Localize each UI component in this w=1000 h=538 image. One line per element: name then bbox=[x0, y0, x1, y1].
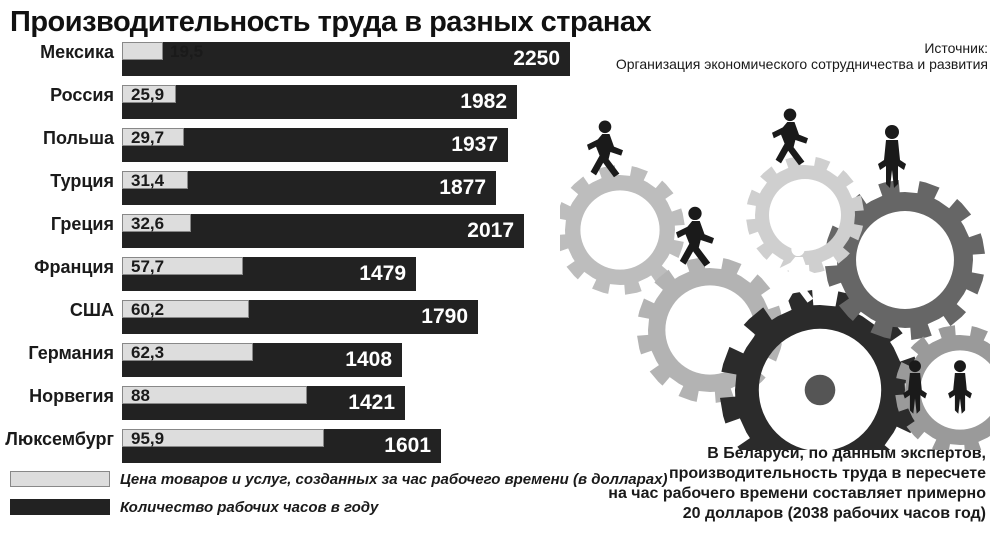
productivity-bar: 88 bbox=[122, 386, 307, 404]
bar-area: 2017 32,6 bbox=[122, 212, 570, 255]
country-label: Турция bbox=[50, 171, 114, 192]
productivity-value: 60,2 bbox=[131, 301, 164, 319]
gear-hub bbox=[805, 375, 836, 406]
hours-value: 1421 bbox=[348, 386, 395, 420]
country-label: Мексика bbox=[40, 42, 114, 63]
hours-bar: 1982 bbox=[122, 85, 517, 119]
bar-area: 1877 31,4 bbox=[122, 169, 570, 212]
chart-row: Россия 1982 25,9 bbox=[0, 83, 580, 126]
productivity-value: 32,6 bbox=[131, 215, 164, 233]
person-icon bbox=[948, 360, 972, 414]
gear-icon bbox=[637, 257, 783, 403]
gear-hub bbox=[893, 248, 917, 272]
footnote-line: на час рабочего времени составляет приме… bbox=[608, 484, 986, 504]
productivity-bar: 25,9 bbox=[122, 85, 176, 103]
chart-row: США 1790 60,2 bbox=[0, 298, 580, 341]
productivity-value: 57,7 bbox=[131, 258, 164, 276]
productivity-value: 19,5 bbox=[170, 43, 203, 61]
legend-row-prod: Цена товаров и услуг, созданных за час р… bbox=[10, 468, 667, 490]
gear-icon bbox=[895, 325, 990, 450]
footnote: В Беларуси, по данным экспертов,производ… bbox=[608, 444, 986, 524]
bar-area: 2250 19,5 bbox=[122, 40, 570, 83]
productivity-value: 62,3 bbox=[131, 344, 164, 362]
hours-value: 1937 bbox=[451, 128, 498, 162]
gear-icon bbox=[746, 156, 864, 274]
productivity-bar: 57,7 bbox=[122, 257, 243, 275]
gear-icon bbox=[720, 290, 920, 450]
footnote-line: производительность труда в пересчете bbox=[608, 464, 986, 484]
productivity-value: 31,4 bbox=[131, 172, 164, 190]
productivity-bar: 60,2 bbox=[122, 300, 249, 318]
hours-value: 1877 bbox=[439, 171, 486, 205]
hours-value: 2017 bbox=[467, 214, 514, 248]
bar-area: 1790 60,2 bbox=[122, 298, 570, 341]
gear-hub bbox=[610, 220, 630, 240]
gear-icon bbox=[825, 180, 985, 340]
legend-swatch-prod bbox=[10, 471, 110, 487]
person-icon bbox=[878, 125, 906, 188]
gear-hub bbox=[796, 206, 814, 224]
person-icon bbox=[676, 207, 714, 267]
hours-value: 2250 bbox=[513, 42, 560, 76]
legend-row-hours: Количество рабочих часов в году bbox=[10, 496, 667, 518]
chart-row: Франция 1479 57,7 bbox=[0, 255, 580, 298]
country-label: Греция bbox=[51, 214, 114, 235]
chart-row: Мексика 2250 19,5 bbox=[0, 40, 580, 83]
productivity-bar: 29,7 bbox=[122, 128, 184, 146]
bar-area: 1601 95,9 bbox=[122, 427, 570, 470]
country-label: Польша bbox=[43, 128, 114, 149]
bar-area: 1479 57,7 bbox=[122, 255, 570, 298]
chart-row: Германия 1408 62,3 bbox=[0, 341, 580, 384]
productivity-value: 29,7 bbox=[131, 129, 164, 147]
source-text: Организация экономического сотрудничеств… bbox=[616, 56, 988, 72]
productivity-value: 25,9 bbox=[131, 86, 164, 104]
productivity-bar: 95,9 bbox=[122, 429, 324, 447]
gear-hub bbox=[699, 319, 721, 341]
chart-row: Польша 1937 29,7 bbox=[0, 126, 580, 169]
chart-row: Норвегия 1421 88 bbox=[0, 384, 580, 427]
chart-row: Турция 1877 31,4 bbox=[0, 169, 580, 212]
productivity-value: 88 bbox=[131, 387, 150, 405]
gear-hub bbox=[950, 380, 970, 400]
hours-value: 1790 bbox=[421, 300, 468, 334]
source-label: Источник: bbox=[616, 40, 988, 56]
legend-text-hours: Количество рабочих часов в году bbox=[120, 499, 378, 516]
source-block: Источник: Организация экономического сот… bbox=[616, 40, 988, 72]
bar-area: 1421 88 bbox=[122, 384, 570, 427]
country-label: Германия bbox=[28, 343, 114, 364]
person-icon bbox=[587, 121, 623, 178]
legend: Цена товаров и услуг, созданных за час р… bbox=[10, 468, 667, 524]
person-icon bbox=[779, 243, 817, 303]
person-icon bbox=[772, 109, 808, 166]
country-label: Норвегия bbox=[29, 386, 114, 407]
productivity-bar: 62,3 bbox=[122, 343, 253, 361]
footnote-line: В Беларуси, по данным экспертов, bbox=[608, 444, 986, 464]
productivity-value: 95,9 bbox=[131, 430, 164, 448]
productivity-bar: 19,5 bbox=[122, 42, 163, 60]
hours-value: 1601 bbox=[384, 429, 431, 463]
hours-value: 1982 bbox=[460, 85, 507, 119]
hours-value: 1479 bbox=[359, 257, 406, 291]
footnote-line: 20 долларов (2038 рабочих часов год) bbox=[608, 504, 986, 524]
legend-text-prod: Цена товаров и услуг, созданных за час р… bbox=[120, 471, 667, 488]
country-label: Франция bbox=[34, 257, 114, 278]
gears-illustration bbox=[560, 90, 990, 450]
country-label: Люксембург bbox=[5, 429, 114, 450]
chart-row: Люксембург 1601 95,9 bbox=[0, 427, 580, 470]
hours-value: 1408 bbox=[345, 343, 392, 377]
page-title: Производительность труда в разных страна… bbox=[10, 6, 651, 39]
country-label: США bbox=[70, 300, 114, 321]
productivity-bar: 31,4 bbox=[122, 171, 188, 189]
person-icon bbox=[903, 360, 927, 414]
productivity-bar: 32,6 bbox=[122, 214, 191, 232]
bar-chart: Мексика 2250 19,5 Россия 1982 25,9 Польша 1937 2… bbox=[0, 40, 580, 470]
chart-row: Греция 2017 32,6 bbox=[0, 212, 580, 255]
page: Производительность труда в разных страна… bbox=[0, 0, 1000, 538]
legend-swatch-hours bbox=[10, 499, 110, 515]
bar-area: 1982 25,9 bbox=[122, 83, 570, 126]
bar-area: 1937 29,7 bbox=[122, 126, 570, 169]
bar-area: 1408 62,3 bbox=[122, 341, 570, 384]
country-label: Россия bbox=[50, 85, 114, 106]
